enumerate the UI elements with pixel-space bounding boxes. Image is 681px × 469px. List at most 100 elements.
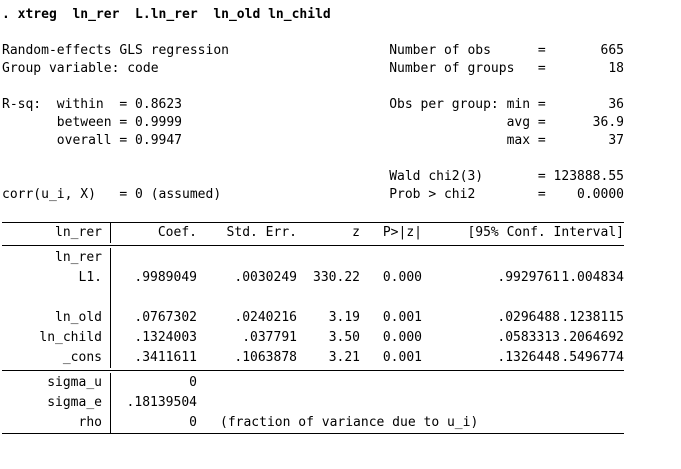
summary-left: overall = 0.9947 xyxy=(2,133,183,148)
cell-coef: .1324003 xyxy=(134,330,197,345)
row-cells: .0767302 .0240216 3.19 0.001 .0296488 .1… xyxy=(110,308,624,328)
cell-note xyxy=(197,393,220,413)
cell-z: 3.21 xyxy=(328,350,360,365)
summary-right: Wald chi2(3) = 123888.55 xyxy=(389,169,624,184)
cell-note: (fraction of variance due to u_i) xyxy=(220,415,479,430)
summary-left: Group variable: code xyxy=(2,61,159,76)
cell-p: 0.000 xyxy=(382,270,422,285)
cell-coef xyxy=(111,248,197,268)
var-name xyxy=(2,288,102,308)
coef-row-blank xyxy=(2,288,624,308)
coef-row-group-label: ln_rer xyxy=(2,248,624,268)
cell-value: 0 xyxy=(189,415,197,430)
coef-row: ln_child .1324003 .037791 3.50 0.000 .05… xyxy=(2,328,624,348)
cell-p: 0.001 xyxy=(382,350,422,365)
cell-value: .18139504 xyxy=(126,395,197,410)
cell-se: .0030249 xyxy=(234,270,297,285)
cell-ci-high xyxy=(560,248,624,268)
table-separator xyxy=(2,245,624,246)
row-cells xyxy=(110,288,624,308)
variance-row: rho 0 (fraction of variance due to u_i) xyxy=(2,413,624,433)
cell-coef: .9989049 xyxy=(134,270,197,285)
summary-right: Number of groups = 18 xyxy=(389,61,624,76)
cell-se: .037791 xyxy=(242,330,297,345)
var-name: ln_rer xyxy=(55,250,102,265)
cell-ci-high: 1.004834 xyxy=(561,270,624,285)
summary-row: Random-effects GLS regression Number of … xyxy=(2,42,624,60)
cell-p xyxy=(360,288,422,308)
header-cells: Coef. Std. Err. z P>|z| [95% Conf. Inter… xyxy=(110,223,624,243)
summary-right: max = 37 xyxy=(389,133,624,148)
cell-ci-low xyxy=(422,288,560,308)
table-header-row: ln_rer Coef. Std. Err. z P>|z| [95% Conf… xyxy=(2,223,624,243)
var-name: rho xyxy=(78,415,102,430)
row-cells xyxy=(110,248,624,268)
cell-se xyxy=(197,288,297,308)
cell-se: .0240216 xyxy=(234,310,297,325)
cell-se: .1063878 xyxy=(234,350,297,365)
command-line: . xtreg ln_rer L.ln_rer ln_old ln_child xyxy=(2,7,331,22)
cell-z: 3.50 xyxy=(328,330,360,345)
table-separator xyxy=(2,370,624,371)
summary-left: between = 0.9999 xyxy=(2,115,183,130)
var-name: _cons xyxy=(62,350,102,365)
coef-row: _cons .3411611 .1063878 3.21 0.001 .1326… xyxy=(2,348,624,368)
summary-row: Group variable: code Number of groups = … xyxy=(2,60,624,78)
stata-results-window: . xtreg ln_rer L.ln_rer ln_old ln_child … xyxy=(2,7,681,434)
coef-row: L1. .9989049 .0030249 330.22 0.000 .9929… xyxy=(2,268,624,288)
cell-p: 0.001 xyxy=(382,310,422,325)
col-header-p: P>|z| xyxy=(382,225,422,240)
cell-coef: .0767302 xyxy=(134,310,197,325)
summary-left: Random-effects GLS regression xyxy=(2,43,229,58)
summary-left: corr(u_i, X) = 0 (assumed) xyxy=(2,187,222,202)
summary-right: Obs per group: min = 36 xyxy=(389,97,624,112)
cell-z: 330.22 xyxy=(313,270,360,285)
variance-row: sigma_u 0 xyxy=(2,373,624,393)
summary-row: overall = 0.9947 max = 37 xyxy=(2,132,624,150)
cell-z xyxy=(297,288,360,308)
cell-coef xyxy=(111,288,197,308)
cell-coef: .3411611 xyxy=(134,350,197,365)
cell-value: 0 xyxy=(189,375,197,390)
row-cells: .1324003 .037791 3.50 0.000 .0583313 .20… xyxy=(110,328,624,348)
cell-z: 3.19 xyxy=(328,310,360,325)
var-name: L1. xyxy=(78,270,102,285)
cell-note xyxy=(197,373,220,393)
summary-row: corr(u_i, X) = 0 (assumed) Prob > chi2 =… xyxy=(2,186,624,204)
summary-left: R-sq: within = 0.8623 xyxy=(2,97,183,112)
cell-ci-low xyxy=(422,248,560,268)
row-cells: .18139504 xyxy=(110,393,624,413)
var-name: ln_old xyxy=(55,310,102,325)
cell-ci-high xyxy=(560,288,624,308)
row-cells: .3411611 .1063878 3.21 0.001 .1326448 .5… xyxy=(110,348,624,368)
summary-right: Number of obs = 665 xyxy=(389,43,624,58)
cell-ci-low: .0296488 xyxy=(497,310,560,325)
col-header-se: Std. Err. xyxy=(226,225,297,240)
row-cells: .9989049 .0030249 330.22 0.000 .9929761 … xyxy=(110,268,624,288)
depvar-label: ln_rer xyxy=(55,225,102,240)
summary-row: R-sq: within = 0.8623 Obs per group: min… xyxy=(2,96,624,114)
summary-right: Prob > chi2 = 0.0000 xyxy=(389,187,624,202)
col-header-z: z xyxy=(352,225,360,240)
cell-ci-high: .2064692 xyxy=(561,330,624,345)
row-cells: 0 (fraction of variance due to u_i) xyxy=(110,413,624,433)
cell-se xyxy=(197,248,297,268)
summary-row xyxy=(2,150,624,168)
cell-ci-high: .5496774 xyxy=(561,350,624,365)
var-name: ln_child xyxy=(39,330,102,345)
spacer xyxy=(2,24,681,42)
var-name: sigma_u xyxy=(47,375,102,390)
cell-p: 0.000 xyxy=(382,330,422,345)
summary-row: between = 0.9999 avg = 36.9 xyxy=(2,114,624,132)
variance-row: sigma_e .18139504 xyxy=(2,393,624,413)
row-cells: 0 xyxy=(110,373,624,393)
cell-ci-high: .1238115 xyxy=(561,310,624,325)
col-header-coef: Coef. xyxy=(157,225,197,240)
summary-right: avg = 36.9 xyxy=(389,115,624,130)
var-name: sigma_e xyxy=(47,395,102,410)
cell-z xyxy=(297,248,360,268)
cell-ci-low: .0583313 xyxy=(497,330,560,345)
cell-ci-low: .1326448 xyxy=(497,350,560,365)
summary-row: Wald chi2(3) = 123888.55 xyxy=(2,168,624,186)
coef-table: ln_rer Coef. Std. Err. z P>|z| [95% Conf… xyxy=(2,222,624,434)
